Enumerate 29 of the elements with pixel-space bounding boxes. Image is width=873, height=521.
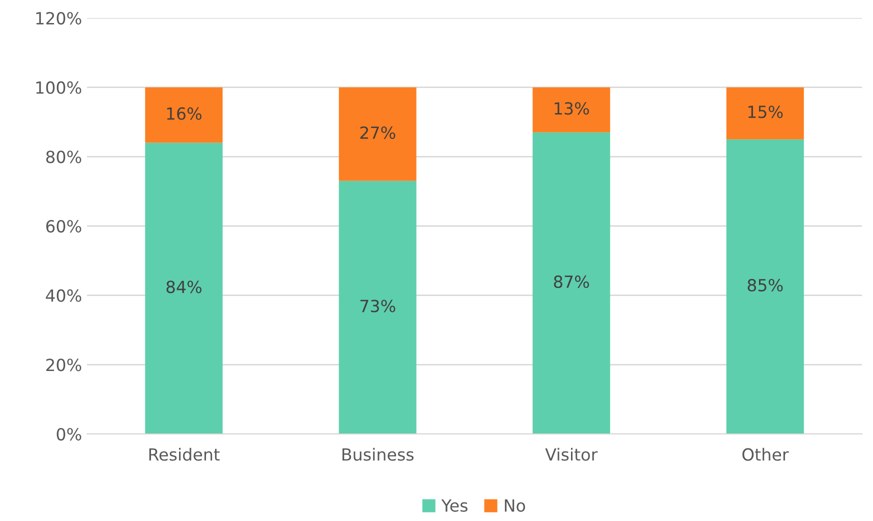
x-tick-label: Visitor bbox=[545, 448, 598, 461]
x-tick-label: Resident bbox=[149, 448, 220, 461]
bar bbox=[145, 87, 223, 143]
y-tick-label: 80% bbox=[46, 150, 82, 164]
legend-label: Yes bbox=[441, 499, 468, 512]
bar bbox=[726, 87, 804, 140]
y-tick-label: 40% bbox=[46, 289, 82, 302]
data-label: 87% bbox=[554, 275, 589, 288]
bar bbox=[338, 87, 416, 181]
data-label: 15% bbox=[748, 106, 783, 118]
x-tick-label: Business bbox=[342, 448, 414, 461]
x-tick-label: Other bbox=[742, 448, 789, 461]
y-tick-label: 0% bbox=[56, 428, 82, 441]
data-label: 27% bbox=[360, 126, 396, 139]
data-label: 16% bbox=[167, 107, 202, 120]
bar bbox=[532, 87, 610, 132]
y-tick-label: 100% bbox=[36, 81, 82, 94]
data-label: 73% bbox=[360, 300, 396, 312]
bar bbox=[338, 180, 416, 434]
bar bbox=[726, 139, 804, 434]
y-tick-label: 120% bbox=[36, 12, 82, 25]
bar bbox=[532, 132, 610, 434]
data-label: 13% bbox=[554, 102, 589, 115]
bar bbox=[145, 142, 223, 434]
legend-label: No bbox=[504, 499, 526, 512]
y-tick-label: 20% bbox=[46, 358, 82, 372]
data-label: 84% bbox=[166, 280, 202, 294]
y-tick-label: 60% bbox=[46, 220, 82, 233]
data-label: 85% bbox=[748, 278, 783, 292]
